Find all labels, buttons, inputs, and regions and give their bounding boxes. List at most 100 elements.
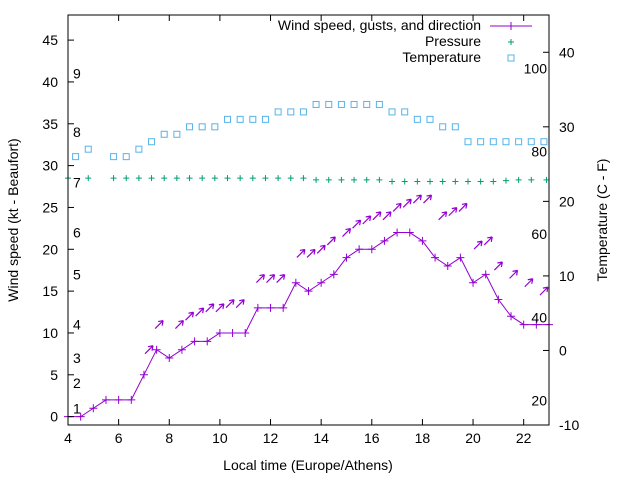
wind-speed-point bbox=[253, 303, 262, 312]
temperature-point bbox=[122, 153, 130, 161]
wind-gust-arrow bbox=[458, 202, 468, 212]
wind-gust-arrow bbox=[195, 307, 205, 317]
wind-gust-arrow bbox=[539, 286, 549, 296]
y2-tick-label: 20 bbox=[559, 193, 575, 209]
legend-label-pressure: Pressure bbox=[425, 33, 481, 49]
legend-label-temperature: Temperature bbox=[402, 49, 481, 65]
pressure-point bbox=[528, 176, 535, 183]
wind-speed-point bbox=[494, 295, 503, 304]
temperature-point bbox=[312, 100, 320, 108]
pressure-point bbox=[490, 178, 497, 185]
wind-gust-arrow bbox=[352, 219, 362, 229]
beaufort-label: 7 bbox=[73, 174, 81, 190]
wind-speed-point bbox=[241, 328, 250, 337]
temperature-point bbox=[274, 108, 282, 116]
pressure-point bbox=[110, 175, 117, 182]
x-tick-label: 20 bbox=[465, 430, 481, 446]
wind-speed-point bbox=[304, 287, 313, 296]
pressure-point bbox=[427, 178, 434, 185]
wind-gust-arrow bbox=[154, 320, 164, 330]
wind-gust-arrow bbox=[255, 273, 265, 283]
temperature-point bbox=[173, 130, 181, 138]
wind-gust-arrow bbox=[382, 211, 392, 221]
pressure-point bbox=[543, 176, 550, 183]
wind-speed-point bbox=[532, 320, 541, 329]
wind-speed-point bbox=[266, 303, 275, 312]
wind-speed-point bbox=[152, 345, 161, 354]
pressure-point bbox=[237, 175, 244, 182]
y-tick-label: 10 bbox=[42, 325, 58, 341]
pressure-point bbox=[389, 178, 396, 185]
x-axis-label: Local time (Europe/Athens) bbox=[223, 457, 393, 473]
temperature-point bbox=[299, 108, 307, 116]
fahrenheit-label: 60 bbox=[531, 226, 547, 242]
temperature-point bbox=[350, 100, 358, 108]
temperature-point bbox=[413, 115, 421, 123]
temperature-point bbox=[540, 138, 548, 146]
wind-speed-point bbox=[393, 228, 402, 237]
y-tick-label: 30 bbox=[42, 158, 58, 174]
pressure-point bbox=[515, 176, 522, 183]
pressure-point bbox=[249, 175, 256, 182]
wind-gust-arrow bbox=[296, 248, 306, 258]
wind-speed-line bbox=[68, 232, 549, 418]
pressure-point bbox=[262, 175, 269, 182]
wind-gust-arrow bbox=[362, 215, 372, 225]
pressure-point bbox=[85, 175, 92, 182]
temperature-point bbox=[489, 138, 497, 146]
pressure-point bbox=[338, 176, 345, 183]
pressure-point bbox=[173, 175, 180, 182]
pressure-point bbox=[477, 178, 484, 185]
pressure-point bbox=[502, 177, 509, 184]
temperature-point bbox=[439, 123, 447, 131]
wind-gust-arrow bbox=[266, 273, 276, 283]
legend-label-wind: Wind speed, gusts, and direction bbox=[278, 17, 481, 33]
y2-tick-label: 30 bbox=[559, 119, 575, 135]
fahrenheit-label: 40 bbox=[531, 310, 547, 326]
temperature-point bbox=[363, 100, 371, 108]
wind-gust-arrow bbox=[215, 303, 225, 313]
wind-speed-point bbox=[405, 228, 414, 237]
temperature-point bbox=[72, 153, 80, 161]
wind-speed-point bbox=[291, 278, 300, 287]
wind-speed-point bbox=[279, 303, 288, 312]
temperature-point bbox=[223, 115, 231, 123]
temperature-point bbox=[148, 138, 156, 146]
y2-tick-label: 40 bbox=[559, 44, 575, 60]
pressure-point bbox=[275, 175, 282, 182]
pressure-point bbox=[123, 175, 130, 182]
pressure-point bbox=[199, 175, 206, 182]
temperature-point bbox=[186, 123, 194, 131]
wind-speed-point bbox=[101, 395, 110, 404]
temperature-point bbox=[337, 100, 345, 108]
y2-tick-label: 10 bbox=[559, 268, 575, 284]
temperature-point bbox=[160, 130, 168, 138]
wind-speed-point bbox=[431, 253, 440, 262]
wind-gust-arrow bbox=[423, 194, 433, 204]
temperature-point bbox=[527, 138, 535, 146]
pressure-point bbox=[313, 176, 320, 183]
x-tick-label: 16 bbox=[364, 430, 380, 446]
wind-speed-point bbox=[507, 312, 516, 321]
beaufort-label: 2 bbox=[73, 375, 81, 391]
wind-gust-arrow bbox=[316, 244, 326, 254]
fahrenheit-label: 100 bbox=[524, 61, 548, 77]
wind-speed-point bbox=[76, 412, 85, 421]
wind-gust-arrow bbox=[372, 211, 382, 221]
wind-speed-point bbox=[228, 328, 237, 337]
x-tick-label: 18 bbox=[415, 430, 431, 446]
wind-speed-point bbox=[89, 404, 98, 413]
wind-gust-arrow bbox=[524, 278, 534, 288]
wind-gust-arrow bbox=[235, 299, 245, 309]
wind-speed-point bbox=[519, 320, 528, 329]
temperature-point bbox=[477, 138, 485, 146]
temperature-point bbox=[135, 145, 143, 153]
pressure-point bbox=[161, 175, 168, 182]
pressure-point bbox=[300, 175, 307, 182]
wind-gust-arrow bbox=[326, 236, 336, 246]
chart-axes: 4 6 8 10 12 14 16 18 20 22051015202530354045-1001… bbox=[42, 15, 579, 446]
temperature-point bbox=[388, 108, 396, 116]
temperature-point bbox=[451, 123, 459, 131]
wind-gust-arrow bbox=[144, 345, 154, 355]
temperature-point bbox=[110, 153, 118, 161]
